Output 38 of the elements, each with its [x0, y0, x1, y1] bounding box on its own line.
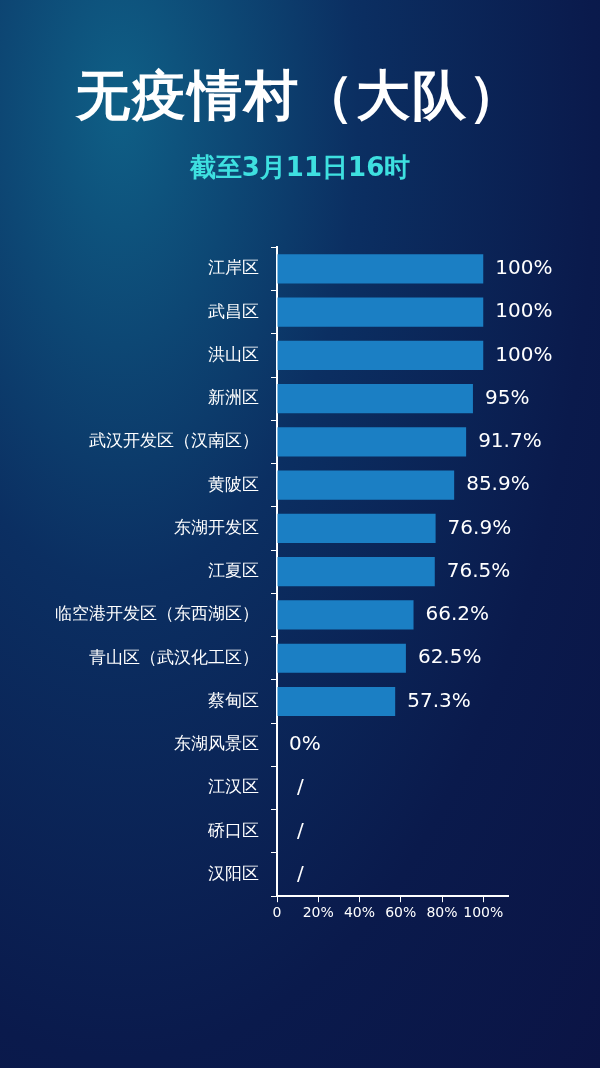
y-tick-label: 江岸区	[208, 257, 259, 278]
y-tick-label: 江夏区	[208, 560, 259, 581]
y-tick-label: 东湖开发区	[174, 516, 259, 537]
x-tick-label: 20%	[302, 904, 334, 921]
data-label: 91.7%	[478, 428, 542, 453]
y-tick-label: 硚口区	[207, 819, 259, 840]
text: /	[297, 774, 304, 799]
x-tick-label: 80%	[426, 904, 458, 921]
y-tick-label: 江汉区	[208, 776, 259, 797]
data-label: 85.9%	[466, 471, 530, 496]
chart-title: 无疫情村（大队）	[74, 63, 525, 129]
data-label: 62.5%	[417, 644, 482, 669]
data-label: 76.5%	[446, 557, 511, 582]
y-tick-label: 黄陂区	[208, 473, 259, 494]
y-tick-label: 新洲区	[208, 387, 259, 408]
y-tick-label: 青山区（武汉化工区）	[89, 646, 259, 667]
text: /	[297, 860, 304, 885]
x-tick-label: 0	[272, 904, 282, 921]
data-label: 66.2%	[425, 601, 490, 626]
text: /	[297, 817, 304, 842]
y-tick-label: 蔡甸区	[208, 689, 259, 710]
y-tick-label: 东湖风景区	[174, 733, 259, 754]
data-label: 100%	[495, 341, 553, 366]
y-tick-label: 汉阳区	[208, 862, 259, 883]
y-tick-label: 洪山区	[208, 343, 259, 364]
data-label: 76.9%	[447, 514, 512, 539]
y-tick-label: 临空港开发区（东西湖区）	[55, 603, 259, 624]
data-label: 100%	[495, 255, 553, 280]
y-tick-label: 武昌区	[208, 300, 259, 321]
data-label: 95%	[484, 384, 530, 409]
data-label: 57.3%	[407, 687, 471, 712]
x-tick-label: 100%	[463, 904, 504, 921]
data-label: 100%	[495, 298, 553, 323]
y-tick-label: 武汉开发区（汉南区）	[89, 430, 259, 451]
x-tick-label: 40%	[343, 904, 376, 921]
data-label: 0%	[289, 730, 321, 755]
x-tick-label: 60%	[385, 904, 417, 921]
chart-subtitle: 截至3月11日16时	[188, 151, 412, 184]
